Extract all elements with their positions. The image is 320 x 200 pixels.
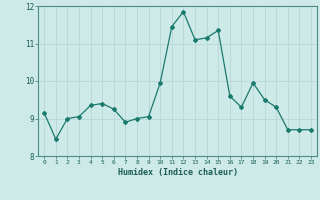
X-axis label: Humidex (Indice chaleur): Humidex (Indice chaleur) xyxy=(118,168,238,177)
